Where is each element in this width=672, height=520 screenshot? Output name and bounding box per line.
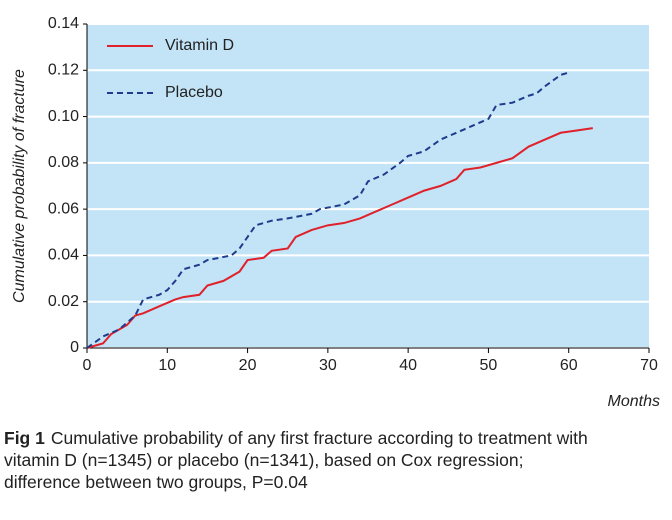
legend-label: Vitamin D	[165, 37, 234, 54]
x-tick-label: 70	[640, 357, 658, 374]
legend-label: Placebo	[165, 84, 223, 101]
x-tick-label: 30	[319, 357, 337, 374]
y-tick-label: 0	[70, 339, 79, 356]
caption-text: Cumulative probability of any first frac…	[4, 428, 588, 492]
series-line	[86, 127, 593, 349]
caption: Fig 1 Cumulative probability of any first…	[4, 427, 604, 493]
y-axis-label: Cumulative probability of fracture	[11, 69, 28, 303]
x-tick-label: 20	[239, 357, 257, 374]
y-tick-label: 0.02	[48, 293, 79, 310]
y-tick-label: 0.06	[48, 200, 79, 217]
chart: Cumulative probability of fracture Month…	[11, 15, 660, 410]
y-tick-label: 0.08	[48, 154, 79, 171]
x-tick-label: 0	[83, 357, 92, 374]
x-tick-label: 50	[480, 357, 498, 374]
caption-label: Fig 1	[4, 428, 45, 448]
x-axis-label: Months	[608, 393, 660, 410]
y-tick-label: 0.12	[48, 62, 79, 79]
y-tick-label: 0.04	[48, 247, 79, 264]
series-line	[86, 71, 569, 349]
x-tick-label: 40	[399, 357, 417, 374]
x-tick-label: 10	[158, 357, 176, 374]
plot-background	[87, 24, 649, 348]
y-tick-label: 0.10	[48, 108, 79, 125]
y-tick-label: 0.14	[48, 15, 79, 32]
x-tick-label: 60	[560, 357, 578, 374]
